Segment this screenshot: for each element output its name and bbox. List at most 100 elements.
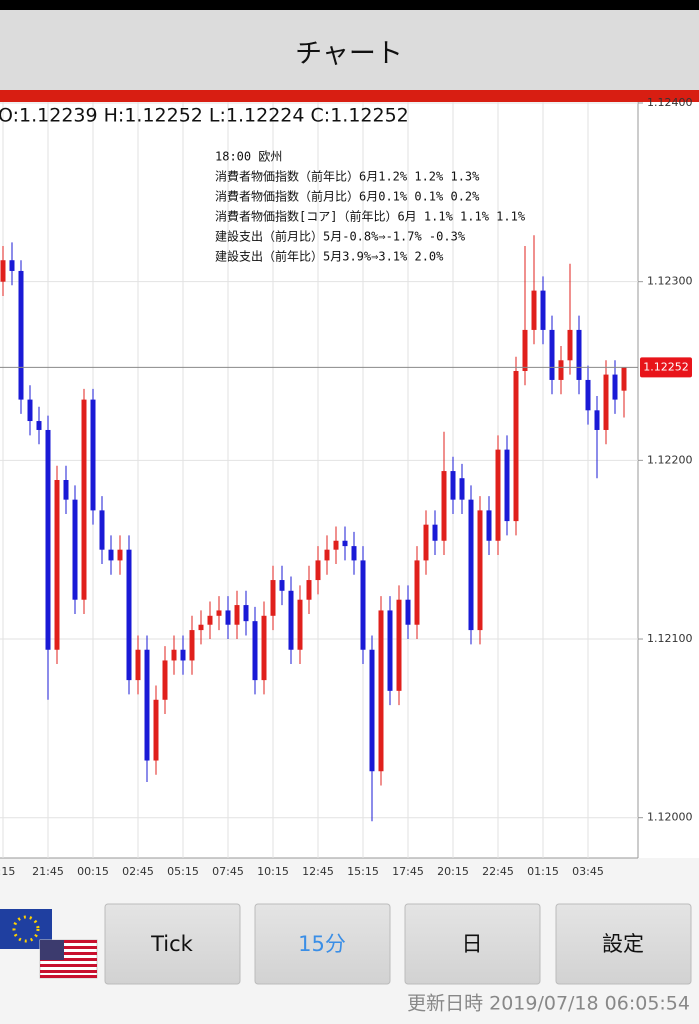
- candle-body: [0, 260, 6, 282]
- candle-body: [468, 499, 474, 631]
- candle-body: [234, 605, 240, 625]
- y-tick-label: 1.12200: [647, 453, 693, 466]
- candle-body: [513, 371, 519, 522]
- candle-body: [603, 374, 609, 430]
- x-tick-label: 03:45: [572, 865, 604, 878]
- candle-body: [441, 471, 447, 541]
- x-tick-label: 05:15: [167, 865, 199, 878]
- candle-body: [306, 580, 312, 600]
- y-tick-label: 1.12400: [647, 96, 693, 109]
- x-tick-label: 15:15: [347, 865, 379, 878]
- candle-body: [531, 290, 537, 330]
- candle-body: [297, 599, 303, 650]
- candle-body: [126, 549, 132, 681]
- candle-body: [171, 649, 177, 661]
- candle-body: [252, 621, 258, 681]
- news-line: 18:00 欧州: [215, 150, 282, 164]
- candle-body: [576, 329, 582, 380]
- candle-body: [549, 329, 555, 380]
- button-label[interactable]: Tick: [150, 932, 194, 956]
- header-title: チャート: [295, 39, 403, 70]
- candle-body: [9, 260, 15, 271]
- candle-body: [99, 510, 105, 550]
- candle-body: [108, 549, 114, 561]
- candle-body: [495, 449, 501, 541]
- button[interactable]: [104, 903, 241, 985]
- candle-body: [81, 399, 87, 600]
- candle-body: [270, 580, 276, 616]
- candle-body: [153, 699, 159, 761]
- news-line: 消費者物価指数（前年比）6月1.2% 1.2% 1.3%: [215, 169, 480, 184]
- x-tick-label: 00:15: [77, 865, 109, 878]
- candle-body: [261, 615, 267, 681]
- x-tick-label: 02:45: [122, 865, 154, 878]
- currency-flags: [0, 909, 98, 979]
- candle-body: [27, 399, 33, 422]
- candle-body: [504, 449, 510, 522]
- candle-body: [567, 329, 573, 361]
- candle-body: [540, 290, 546, 330]
- header-accent: [0, 90, 699, 102]
- candle-body: [360, 560, 366, 650]
- candle-body: [450, 471, 456, 500]
- candle-body: [54, 480, 60, 650]
- candle-body: [180, 649, 186, 661]
- candle-body: [594, 410, 600, 430]
- news-line: 消費者物価指数（前月比）6月0.1% 0.1% 0.2%: [215, 189, 480, 204]
- y-tick-label: 1.12100: [647, 632, 693, 645]
- candle-body: [162, 660, 168, 700]
- candle-body: [612, 374, 618, 400]
- candle-body: [522, 329, 528, 372]
- last-price-label: 1.12252: [643, 360, 689, 373]
- candle-body: [117, 549, 123, 561]
- header: [0, 10, 699, 90]
- grid: 1.12400 1.12300 1.12200 1.12100 1.12000 9:15 2…: [0, 96, 693, 878]
- candle-body: [423, 524, 429, 561]
- x-tick-label: 07:45: [212, 865, 244, 878]
- candle-body: [72, 499, 78, 600]
- candle-body: [396, 599, 402, 691]
- x-tick-label: 12:45: [302, 865, 334, 878]
- candle-body: [288, 590, 294, 650]
- candle-body: [333, 540, 339, 550]
- button[interactable]: [254, 903, 391, 985]
- candle-body: [621, 367, 627, 391]
- ohlc-readout: O:1.12239 H:1.12252 L:1.12224 C:1.12252: [0, 105, 409, 127]
- candle-body: [243, 605, 249, 622]
- x-tick-label: 17:45: [392, 865, 424, 878]
- x-tick-label: 01:15: [527, 865, 559, 878]
- candle-body: [216, 610, 222, 616]
- button[interactable]: [404, 903, 541, 985]
- status-bar: [0, 0, 699, 10]
- candle-body: [315, 560, 321, 581]
- news-line: 建設支出（前年比）5月3.9%⇒3.1% 2.0%: [215, 249, 444, 264]
- candle-body: [198, 624, 204, 631]
- x-tick-label: 21:45: [32, 865, 64, 878]
- candle-body: [477, 510, 483, 631]
- news-line: 消費者物価指数[コア]（前年比）6月 1.1% 1.1% 1.1%: [215, 209, 526, 224]
- candle-body: [63, 480, 69, 500]
- candles: [0, 235, 627, 822]
- candle-body: [459, 478, 465, 500]
- candle-body: [351, 546, 357, 561]
- candle-body: [225, 610, 231, 625]
- candle-body: [45, 429, 51, 650]
- x-tick-label: 10:15: [257, 865, 289, 878]
- button-label[interactable]: 15分: [298, 932, 346, 956]
- candle-body: [585, 379, 591, 411]
- candle-body: [558, 360, 564, 380]
- candle-body: [369, 649, 375, 772]
- button-label[interactable]: 日: [462, 932, 483, 956]
- button[interactable]: [555, 903, 692, 985]
- candle-body: [324, 549, 330, 561]
- x-tick-label: 20:15: [437, 865, 469, 878]
- y-tick-label: 1.12300: [647, 275, 693, 288]
- candle-body: [342, 540, 348, 547]
- candle-body: [486, 510, 492, 541]
- x-tick-label: 9:15: [0, 865, 15, 878]
- candle-body: [414, 560, 420, 625]
- button-label[interactable]: 設定: [602, 932, 644, 956]
